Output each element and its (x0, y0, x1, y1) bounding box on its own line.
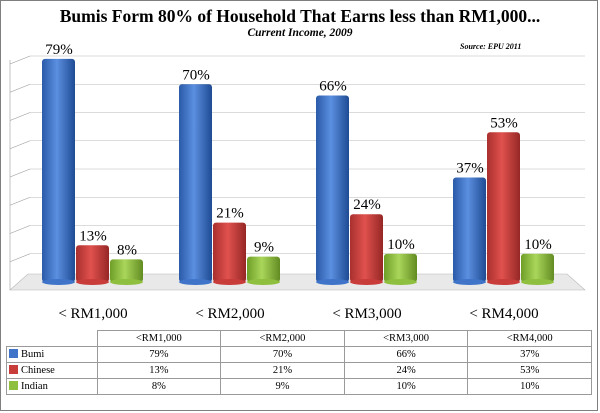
data-label: 24% (353, 197, 381, 213)
data-table: <RM1,000 <RM2,000 <RM3,000 <RM4,000 Bumi… (6, 330, 592, 395)
bar-chinese-1 (76, 245, 109, 282)
table-row: Chinese 13% 21% 24% 53% (6, 362, 592, 379)
gridline-left (9, 196, 31, 206)
gridline-left (9, 253, 31, 263)
row-label: Bumi (6, 346, 98, 363)
legend-label: Indian (21, 381, 48, 392)
table-header: <RM1,000 (96, 330, 222, 347)
bar-base (76, 279, 109, 285)
data-label: 79% (45, 42, 73, 58)
bar-base (384, 279, 417, 285)
bar-chinese-3 (350, 214, 383, 282)
bar-bumi-2 (179, 84, 212, 282)
table-cell: 10% (467, 378, 592, 395)
data-label: 70% (182, 67, 210, 83)
bar-bumi-4 (453, 177, 486, 282)
bar-base (487, 279, 520, 285)
bar-base (179, 279, 212, 285)
bar-base (316, 279, 349, 285)
table-header-row: <RM1,000 <RM2,000 <RM3,000 <RM4,000 (7, 330, 592, 347)
bar-chart: 79% 13% 8% 70% 21% 9% 66% 24% 10% 37% 53% 10% < RM1… (9, 42, 586, 322)
gridline-left (9, 140, 31, 150)
table-cell: 53% (467, 362, 592, 379)
data-label: 21% (216, 206, 244, 222)
bar-base (453, 279, 486, 285)
bar-indian-4 (521, 253, 554, 282)
bar-base (247, 279, 280, 285)
data-label: 9% (254, 240, 274, 256)
gridline-left (9, 83, 31, 93)
legend-label: Bumi (21, 349, 45, 360)
table-corner (7, 331, 98, 347)
table-cell: 37% (467, 346, 592, 363)
bar-indian-3 (384, 253, 417, 282)
table-header: <RM2,000 (220, 330, 345, 347)
legend-key-chinese (9, 365, 18, 374)
category-label: < RM1,000 (58, 306, 127, 322)
bar-chinese-4 (487, 132, 520, 282)
bar-indian-2 (247, 256, 280, 282)
legend-key-bumi (9, 349, 18, 358)
bar-bumi-1 (42, 58, 75, 283)
data-label: 66% (319, 79, 347, 95)
bar-base (521, 279, 554, 285)
table-cell: 79% (96, 346, 222, 363)
gridline-left (9, 225, 31, 234)
category-label: < RM3,000 (332, 306, 401, 322)
table-cell: 66% (343, 346, 469, 363)
data-label: 53% (490, 115, 518, 131)
data-label: 10% (524, 237, 552, 253)
row-label: Chinese (6, 362, 98, 379)
legend-key-indian (9, 381, 18, 390)
bar-base (350, 279, 383, 285)
chart-subtitle: Current Income, 2009 (247, 27, 353, 39)
data-label: 8% (117, 242, 137, 258)
chart-title: Bumis Form 80% of Household That Earns l… (59, 6, 541, 26)
table-cell: 24% (343, 362, 469, 379)
table-cell: 10% (343, 378, 469, 395)
gridline-left (9, 168, 31, 178)
table-cell: 9% (220, 378, 345, 395)
data-label: 13% (79, 228, 107, 244)
bar-indian-1 (110, 259, 143, 282)
table-cell: 8% (96, 378, 222, 395)
gridline-left (9, 112, 31, 121)
table-row: Bumi 79% 70% 66% 37% (6, 346, 592, 363)
legend-label: Chinese (21, 365, 55, 376)
table-cell: 21% (220, 362, 345, 379)
table-row: Indian 8% 9% 10% 10% (6, 378, 592, 395)
bars (42, 58, 554, 285)
bar-base (213, 279, 246, 285)
bar-bumi-3 (316, 95, 349, 282)
category-labels: < RM1,000 < RM2,000 < RM3,000 < RM4,000 (58, 306, 538, 322)
chart-floor (9, 273, 586, 291)
table-cell: 70% (220, 346, 345, 363)
source-note: Source: EPU 2011 (460, 42, 522, 51)
category-label: < RM4,000 (469, 306, 538, 322)
row-label: Indian (6, 378, 98, 395)
table-cell: 13% (96, 362, 222, 379)
data-label: 37% (456, 160, 484, 176)
bar-chinese-2 (213, 222, 246, 282)
gridline-left (9, 55, 31, 65)
data-label: 10% (387, 237, 415, 253)
category-label: < RM2,000 (195, 306, 264, 322)
data-labels: 79% 13% 8% 70% 21% 9% 66% 24% 10% 37% 53% 10% (45, 42, 552, 259)
table-header: <RM4,000 (467, 330, 592, 347)
table-header: <RM3,000 (343, 330, 469, 347)
bar-base (110, 279, 143, 285)
bar-base (42, 279, 75, 285)
